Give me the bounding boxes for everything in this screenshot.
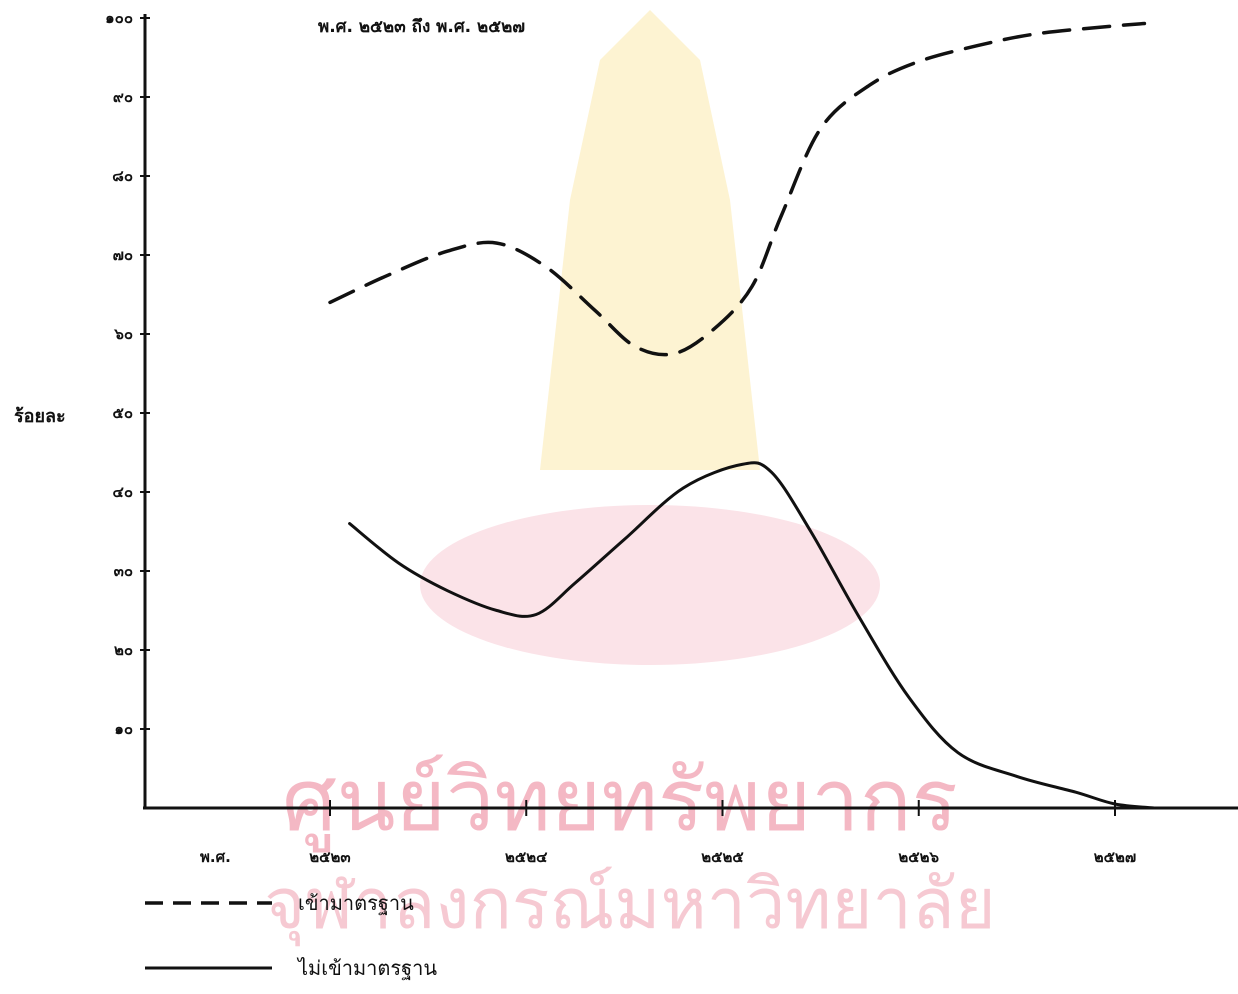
watermark-line2: จุฬาลงกรณ์มหาวิทยาลัย <box>264 863 995 947</box>
y-tick-label: ๕๐ <box>112 404 133 422</box>
x-ticks: ๒๕๒๓ ๒๕๒๔ ๒๕๒๕ ๒๕๒๖ ๒๕๒๗ <box>309 800 1136 866</box>
x-axis-label: พ.ศ. <box>200 848 231 866</box>
y-axis-label: ร้อยละ <box>14 406 66 427</box>
x-tick-label: ๒๕๒๕ <box>701 848 744 866</box>
x-tick-label: ๒๕๒๗ <box>1094 848 1136 866</box>
y-tick-label: ๗๐ <box>113 246 133 264</box>
y-tick-label: ๒๐ <box>114 641 133 659</box>
legend-label-nonstandard: ไม่เข้ามาตรฐาน <box>296 956 437 980</box>
watermark: ศูนย์วิทยทรัพยากร จุฬาลงกรณ์มหาวิทยาลัย <box>264 10 996 947</box>
x-tick-label: ๒๕๒๖ <box>898 848 939 866</box>
y-tick-label: ๑๐ <box>114 720 133 738</box>
x-tick-label: ๒๕๒๓ <box>309 848 350 866</box>
chart-title: พ.ศ. ๒๕๒๓ ถึง พ.ศ. ๒๕๒๗ <box>318 17 525 37</box>
series-line-standard <box>328 21 1147 357</box>
y-tick-label: ๘๐ <box>112 167 133 185</box>
y-tick-label: ๓๐ <box>114 562 133 580</box>
series-line-nonstandard <box>348 461 1156 810</box>
y-tick-label: ๙๐ <box>113 88 133 106</box>
y-tick-label: ๖๐ <box>113 325 133 343</box>
y-ticks: ๑๐ ๒๐ ๓๐ ๔๐ ๕๐ ๖๐ ๗๐ ๘๐ ๙๐ ๑๐๐ <box>105 9 150 738</box>
watermark-seal <box>420 505 880 665</box>
legend-label-standard: เข้ามาตรฐาน <box>298 891 414 915</box>
series-layer <box>328 21 1156 810</box>
watermark-seal-tower <box>540 10 760 470</box>
watermark-line1: ศูนย์วิทยทรัพยากร <box>282 751 958 853</box>
x-tick-label: ๒๕๒๔ <box>505 848 548 866</box>
legend: เข้ามาตรฐาน ไม่เข้ามาตรฐาน <box>145 891 437 980</box>
y-tick-label: ๑๐๐ <box>105 9 133 27</box>
y-tick-label: ๔๐ <box>112 483 133 501</box>
